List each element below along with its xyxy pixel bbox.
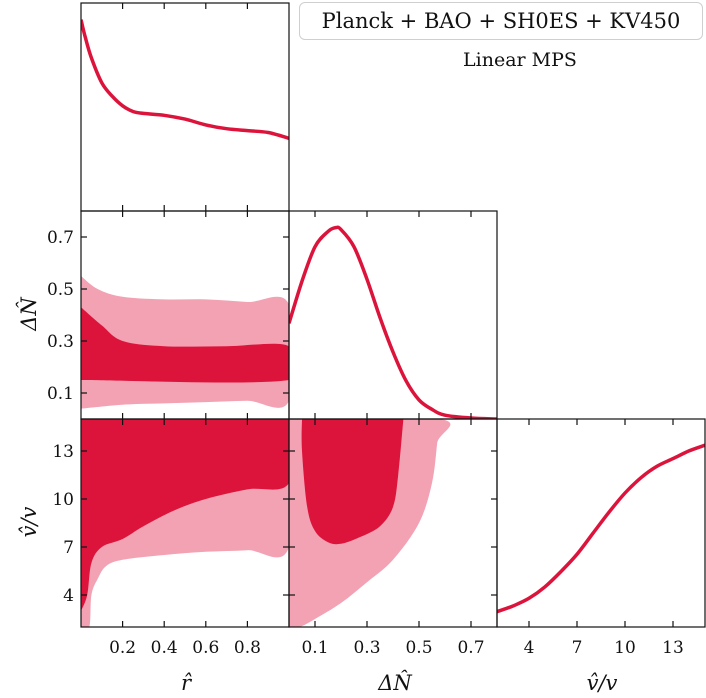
marginal-line-r [81, 19, 289, 140]
xtick-label-dN-3: 0.7 [457, 638, 484, 658]
xlabel-v: v̂/v [587, 671, 618, 695]
marginal-line-dN [289, 225, 497, 419]
marginal-line-layer [81, 19, 705, 614]
xtick-label-dN-1: 0.3 [353, 638, 380, 658]
contour-layer [81, 276, 451, 627]
ytick-label-dN-0: 0.1 [47, 384, 74, 404]
panel-frame-layer [80, 2, 706, 628]
xtick-label-r-2: 0.6 [192, 638, 219, 658]
panel-frame-1-1 [288, 210, 498, 420]
ytick-label-v-1: 7 [63, 538, 74, 558]
xtick-label-dN-0: 0.1 [301, 638, 328, 658]
xlabel-dN: ΔN̂ [377, 671, 412, 695]
ytick-label-dN-1: 0.3 [47, 332, 74, 352]
xtick-label-v-3: 13 [662, 638, 684, 658]
xtick-label-r-3: 0.8 [234, 638, 261, 658]
panel-frame-2-2 [496, 418, 706, 628]
legend: Planck + BAO + SH0ES + KV450 [299, 2, 703, 40]
ytick-label-v-2: 10 [52, 490, 74, 510]
tick-label-layer: 0.2 0.4 0.6 0.8 0.1 0.3 0.5 0.7 4 7 10 13 0.1 0.3 0.5 0… [47, 228, 684, 658]
legend-label: Planck + BAO + SH0ES + KV450 [321, 9, 681, 33]
xtick-label-v-0: 4 [524, 638, 535, 658]
ylabel-dN: ΔN̂ [17, 297, 41, 332]
contour-inner-dN_vs_r [81, 307, 289, 383]
panel-frame-0-0 [80, 2, 290, 212]
xlabel-r: r̂ [181, 671, 193, 695]
contour-inner-v_vs_dN [301, 419, 404, 545]
xtick-label-v-1: 7 [572, 638, 583, 658]
ytick-label-v-0: 4 [63, 586, 74, 606]
subtitle: Linear MPS [463, 49, 577, 71]
xtick-label-r-1: 0.4 [151, 638, 178, 658]
ytick-label-dN-2: 0.5 [47, 280, 74, 300]
xtick-label-v-2: 10 [614, 638, 636, 658]
xtick-label-r-0: 0.2 [109, 638, 136, 658]
contour-inner-v_vs_r [81, 419, 289, 611]
ytick-label-v-3: 13 [52, 442, 74, 462]
marginal-line-v [497, 443, 705, 614]
tick-layer [81, 3, 674, 627]
ytick-label-dN-3: 0.7 [47, 228, 74, 248]
ylabel-v: v̂/v [17, 506, 41, 537]
xtick-label-dN-2: 0.5 [405, 638, 432, 658]
